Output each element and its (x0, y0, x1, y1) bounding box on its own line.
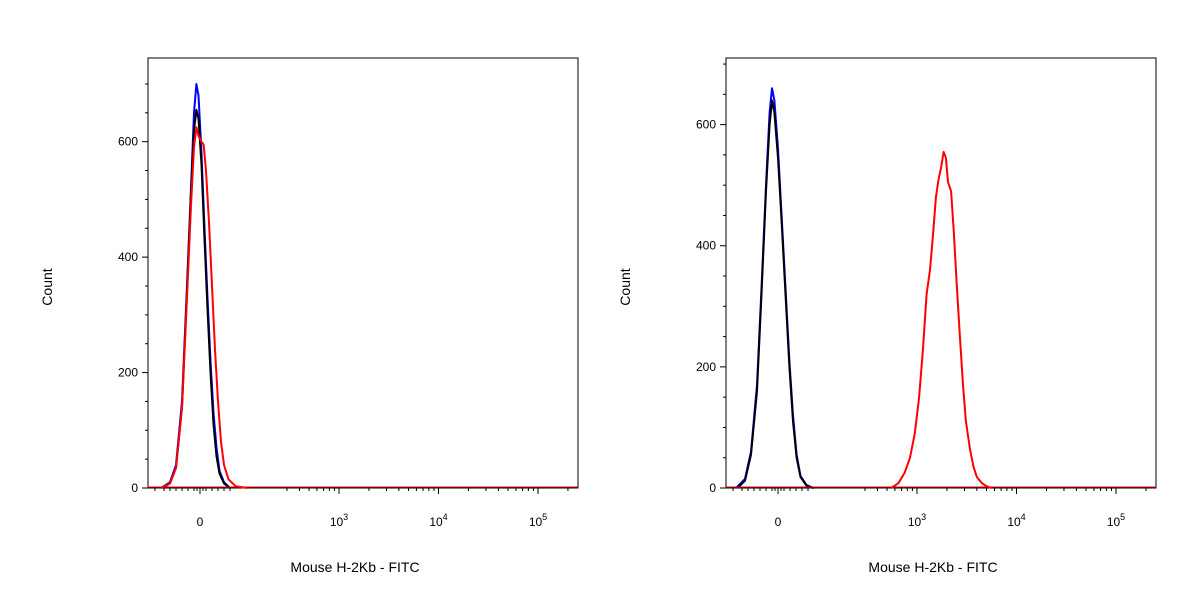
panel-1-x-axis-title: Mouse H-2Kb - FITC (290, 559, 419, 575)
panel-1-x-tick-base: 10 (330, 515, 344, 529)
panel-2-histogram-series-1 (735, 87, 815, 489)
panel-1-x-tick-label: 104 (429, 512, 447, 529)
panel-2-x-tick-base: 10 (908, 515, 922, 529)
panel-1-x-tick-base: 10 (429, 515, 443, 529)
panel-2-x-tick-label: 104 (1007, 512, 1025, 529)
panel-2-x-tick-label: 103 (908, 512, 926, 529)
panel-2-y-axis-title: Count (617, 268, 633, 305)
panel-2-x-axis-title: Mouse H-2Kb - FITC (868, 559, 997, 575)
panel-1-x-tick-label: 103 (330, 512, 348, 529)
panel-2-x-tick-base: 10 (1007, 515, 1021, 529)
panel-1-plot-frame (147, 57, 579, 489)
panel-1-y-tick-label: 600 (118, 135, 138, 149)
panel-2-x-tick-exponent: 5 (1120, 512, 1125, 522)
panel-1-x-tick-exponent: 3 (343, 512, 348, 522)
panel-1-histogram-series-3 (160, 126, 248, 489)
panel-1-x-tick-label: 0 (197, 515, 204, 529)
panel-1-y-tick-label: 400 (118, 250, 138, 264)
panel-2-y-tick-label: 200 (696, 360, 716, 374)
panel-2-x-tick-label: 0 (775, 515, 782, 529)
panel-2-plot-frame (725, 57, 1157, 489)
panel-1-x-tick-exponent: 5 (542, 512, 547, 522)
panel-2-histogram-series-3 (890, 150, 992, 489)
panel-2-y-tick-label: 400 (696, 239, 716, 253)
panel-2-x-tick-label: 105 (1107, 512, 1125, 529)
panel-1-y-tick-label: 0 (131, 481, 138, 495)
panel-1-x-tick-base: 10 (529, 515, 543, 529)
panel-2-x-tick-exponent: 3 (921, 512, 926, 522)
panel-2-y-tick-label: 600 (696, 118, 716, 132)
panel-1-x-tick-exponent: 4 (443, 512, 448, 522)
panel-2-histogram-series-2 (736, 99, 815, 489)
panel-1-y-tick-label: 200 (118, 366, 138, 380)
panel-1-x-tick-label: 105 (529, 512, 547, 529)
panel-2-x-tick-base: 10 (1107, 515, 1121, 529)
panel-2-y-tick-label: 0 (709, 481, 716, 495)
panel-2-x-tick-exponent: 4 (1021, 512, 1026, 522)
panel-1-y-axis-title: Count (39, 268, 55, 305)
